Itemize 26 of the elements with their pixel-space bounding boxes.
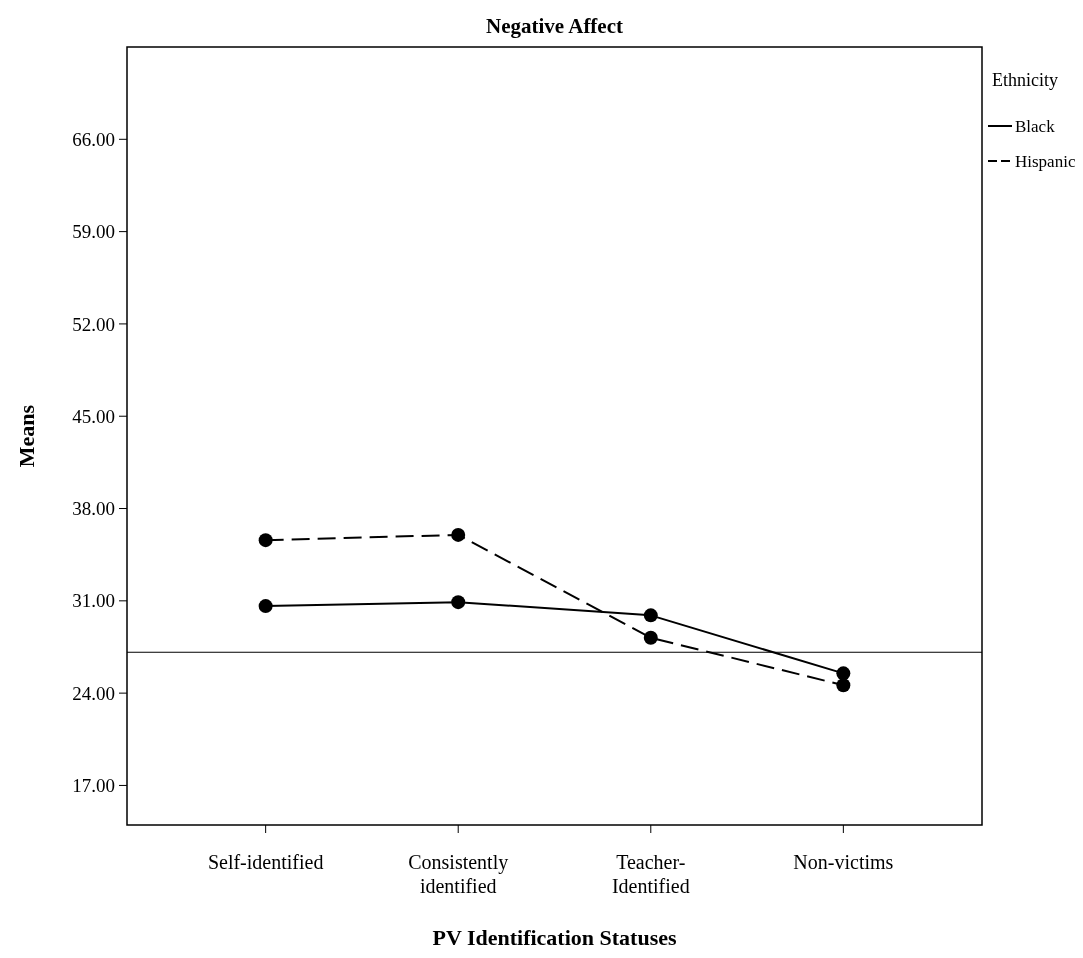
point — [451, 527, 466, 542]
y-tick-label: 45.00 — [72, 405, 115, 427]
legend-label: Hispanic — [1015, 151, 1076, 171]
y-axis-title: Means — [14, 404, 39, 468]
y-tick-label: 59.00 — [72, 221, 115, 243]
x-tick-label: Consistently identified — [408, 851, 509, 897]
point — [643, 608, 658, 623]
x-tick-label: Teacher-Identified — [611, 851, 690, 897]
point — [451, 595, 466, 610]
y-tick-label: 17.00 — [72, 775, 115, 797]
y-tick-label: 66.00 — [72, 128, 115, 150]
point — [836, 678, 851, 693]
x-tick-label: Self-identified — [207, 851, 324, 873]
y-tick-label: 24.00 — [72, 682, 115, 704]
x-tick-label: Non-victims — [793, 851, 894, 873]
legend-title: Ethnicity — [992, 70, 1058, 90]
point — [258, 599, 273, 614]
point — [836, 666, 851, 681]
legend-label: Black — [1015, 116, 1056, 136]
chart-title: Negative Affect — [485, 14, 624, 38]
x-axis-title: PV Identification Statuses — [432, 925, 677, 950]
point — [643, 630, 658, 645]
point — [258, 533, 273, 548]
y-tick-label: 38.00 — [72, 498, 115, 520]
y-tick-label: 52.00 — [72, 313, 115, 335]
y-tick-label: 31.00 — [72, 590, 115, 612]
